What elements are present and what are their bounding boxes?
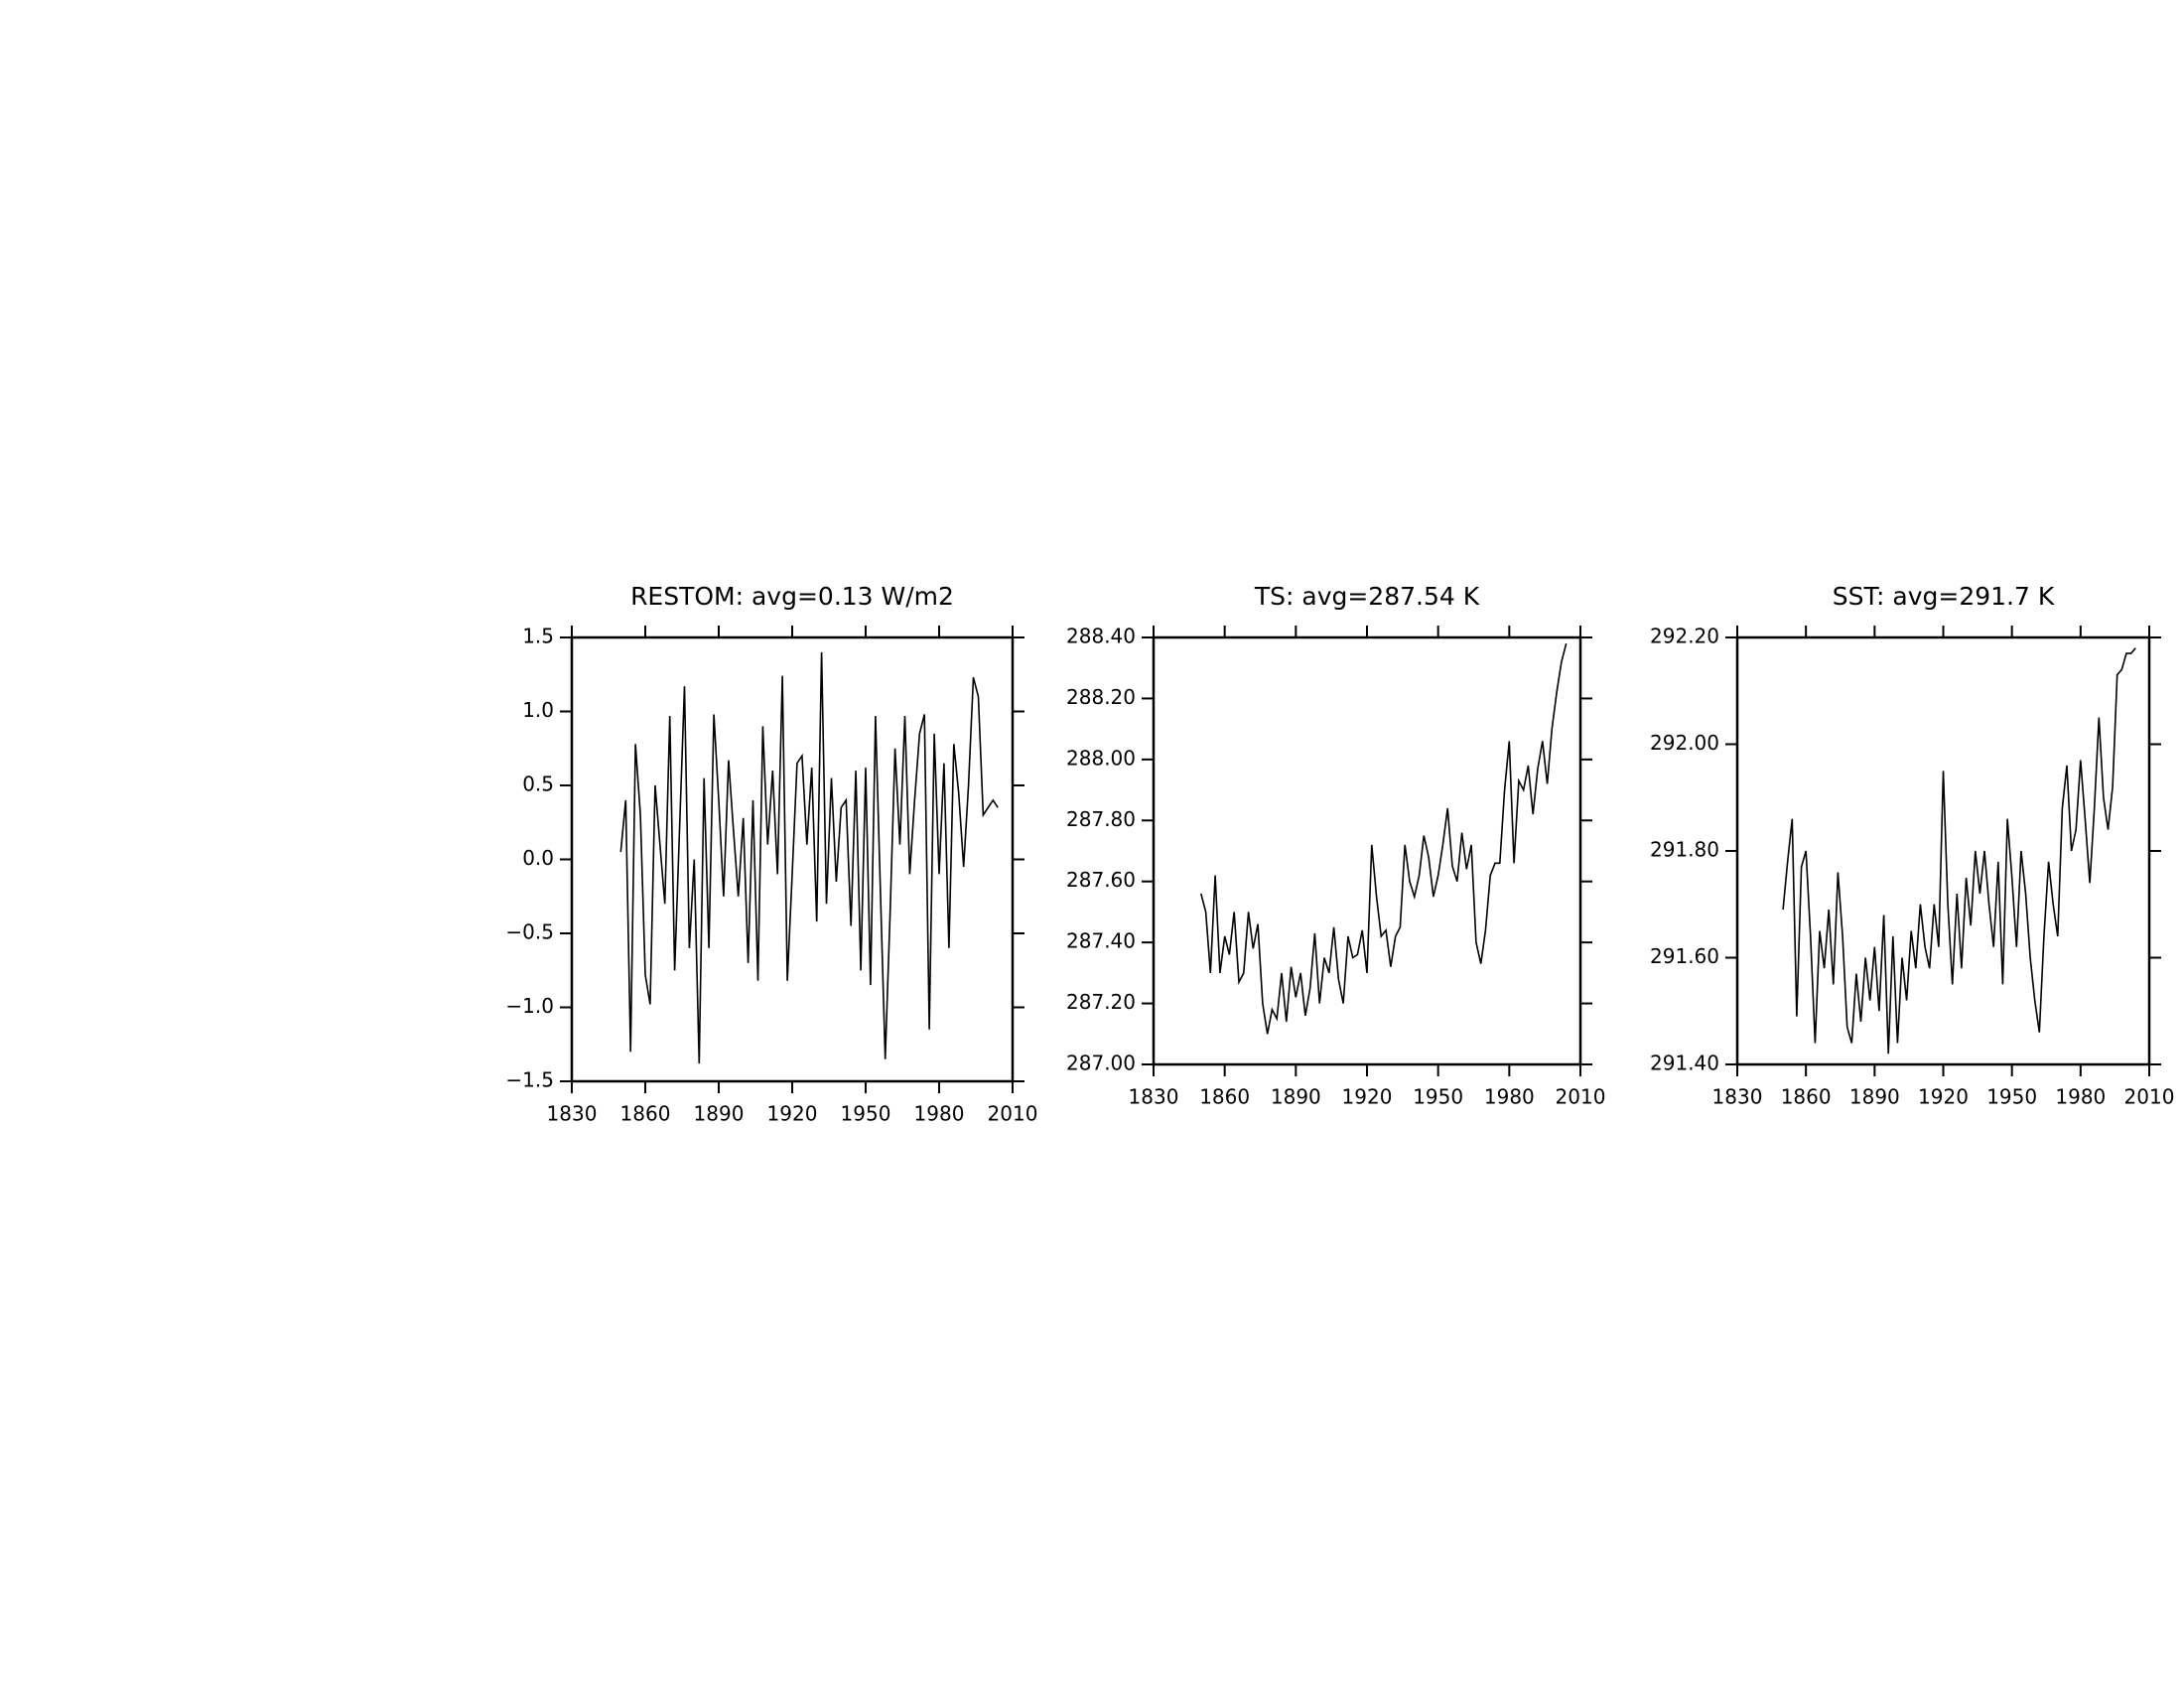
y-tick-label: 288.40 bbox=[1066, 625, 1136, 648]
x-tick-label: 1950 bbox=[1986, 1085, 2037, 1109]
x-tick-label: 1920 bbox=[1342, 1085, 1393, 1109]
data-line bbox=[1782, 647, 2136, 1055]
y-tick-label: 287.40 bbox=[1066, 929, 1136, 953]
chart-title: SST: avg=291.7 K bbox=[1833, 582, 2055, 611]
data-line bbox=[619, 651, 999, 1064]
x-tick-label: 1830 bbox=[547, 1102, 598, 1126]
y-tick-label: 292.00 bbox=[1650, 731, 1719, 755]
x-tick-label: 1830 bbox=[1129, 1085, 1179, 1109]
x-tick-label: 1950 bbox=[1413, 1085, 1463, 1109]
data-line bbox=[1200, 642, 1568, 1035]
x-tick-label: 1860 bbox=[1199, 1085, 1250, 1109]
x-tick-label: 1920 bbox=[1918, 1085, 1969, 1109]
x-tick-label: 1890 bbox=[694, 1102, 745, 1126]
y-tick-label: 287.60 bbox=[1066, 868, 1136, 892]
y-tick-label: 0.5 bbox=[522, 773, 554, 796]
x-tick-label: 1980 bbox=[1484, 1085, 1535, 1109]
x-tick-label: 1920 bbox=[767, 1102, 818, 1126]
x-tick-label: 1890 bbox=[1271, 1085, 1321, 1109]
x-tick-label: 1890 bbox=[1849, 1085, 1900, 1109]
x-tick-label: 1830 bbox=[1712, 1085, 1763, 1109]
y-tick-label: 1.0 bbox=[522, 698, 554, 722]
chart-title: TS: avg=287.54 K bbox=[1254, 582, 1480, 611]
y-tick-label: −0.5 bbox=[505, 920, 554, 944]
y-tick-label: 291.40 bbox=[1650, 1052, 1719, 1075]
y-tick-label: 292.20 bbox=[1650, 625, 1719, 648]
x-tick-label: 2010 bbox=[2124, 1085, 2175, 1109]
y-tick-label: 288.20 bbox=[1066, 685, 1136, 709]
y-tick-label: 1.5 bbox=[522, 625, 554, 648]
x-tick-label: 2010 bbox=[988, 1102, 1038, 1126]
x-tick-label: 2010 bbox=[1556, 1085, 1606, 1109]
x-tick-label: 1980 bbox=[914, 1102, 965, 1126]
y-tick-label: 288.00 bbox=[1066, 746, 1136, 770]
x-tick-label: 1950 bbox=[841, 1102, 891, 1126]
y-tick-label: 287.20 bbox=[1066, 990, 1136, 1014]
y-tick-label: 0.0 bbox=[522, 846, 554, 870]
x-tick-label: 1980 bbox=[2055, 1085, 2106, 1109]
plot-frame bbox=[1152, 635, 1582, 1066]
y-tick-label: 291.80 bbox=[1650, 838, 1719, 862]
x-tick-label: 1860 bbox=[1781, 1085, 1832, 1109]
y-tick-label: −1.5 bbox=[505, 1068, 554, 1092]
y-tick-label: −1.0 bbox=[505, 994, 554, 1018]
y-tick-label: 291.60 bbox=[1650, 944, 1719, 968]
chart-title: RESTOM: avg=0.13 W/m2 bbox=[630, 582, 954, 611]
y-tick-label: 287.80 bbox=[1066, 807, 1136, 831]
y-tick-label: 287.00 bbox=[1066, 1052, 1136, 1075]
x-tick-label: 1860 bbox=[620, 1102, 671, 1126]
